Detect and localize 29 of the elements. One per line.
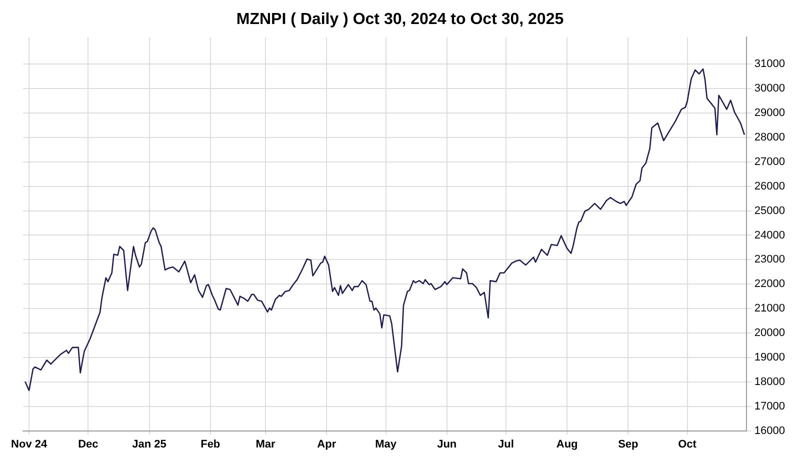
y-tick-label: 31000 [754, 58, 786, 70]
y-tick-label: 24000 [754, 229, 786, 242]
x-tick-label: Feb [200, 438, 220, 450]
y-tick-label: 28000 [754, 131, 786, 144]
x-tick-label: May [375, 438, 398, 450]
y-tick-label: 21000 [754, 302, 786, 315]
chart-title: MZNPI ( Daily ) Oct 30, 2024 to Oct 30, 2025 [236, 11, 564, 28]
y-tick-label: 29000 [754, 107, 786, 120]
y-tick-label: 27000 [754, 156, 786, 168]
x-tick-label: Oct [678, 438, 697, 450]
y-tick-label: 30000 [754, 82, 786, 95]
y-tick-label: 26000 [754, 180, 786, 192]
y-tick-label: 19000 [754, 351, 786, 364]
x-tick-label: Dec [78, 438, 98, 450]
y-tick-label: 18000 [754, 376, 786, 388]
x-tick-label: Mar [256, 438, 276, 450]
x-tick-label: Nov 24 [11, 438, 48, 450]
y-tick-label: 17000 [754, 400, 786, 412]
x-tick-label: Apr [317, 438, 337, 450]
y-tick-label: 20000 [754, 327, 786, 340]
x-tick-label: Jun [437, 438, 457, 450]
y-tick-label: 23000 [754, 254, 786, 266]
x-tick-label: Aug [556, 438, 578, 450]
x-tick-label: Sep [618, 438, 639, 450]
y-tick-label: 25000 [754, 204, 786, 217]
x-tick-label: Jan 25 [132, 438, 166, 450]
y-tick-label: 16000 [754, 424, 786, 437]
y-tick-label: 22000 [754, 278, 786, 290]
x-tick-label: Jul [498, 438, 514, 450]
